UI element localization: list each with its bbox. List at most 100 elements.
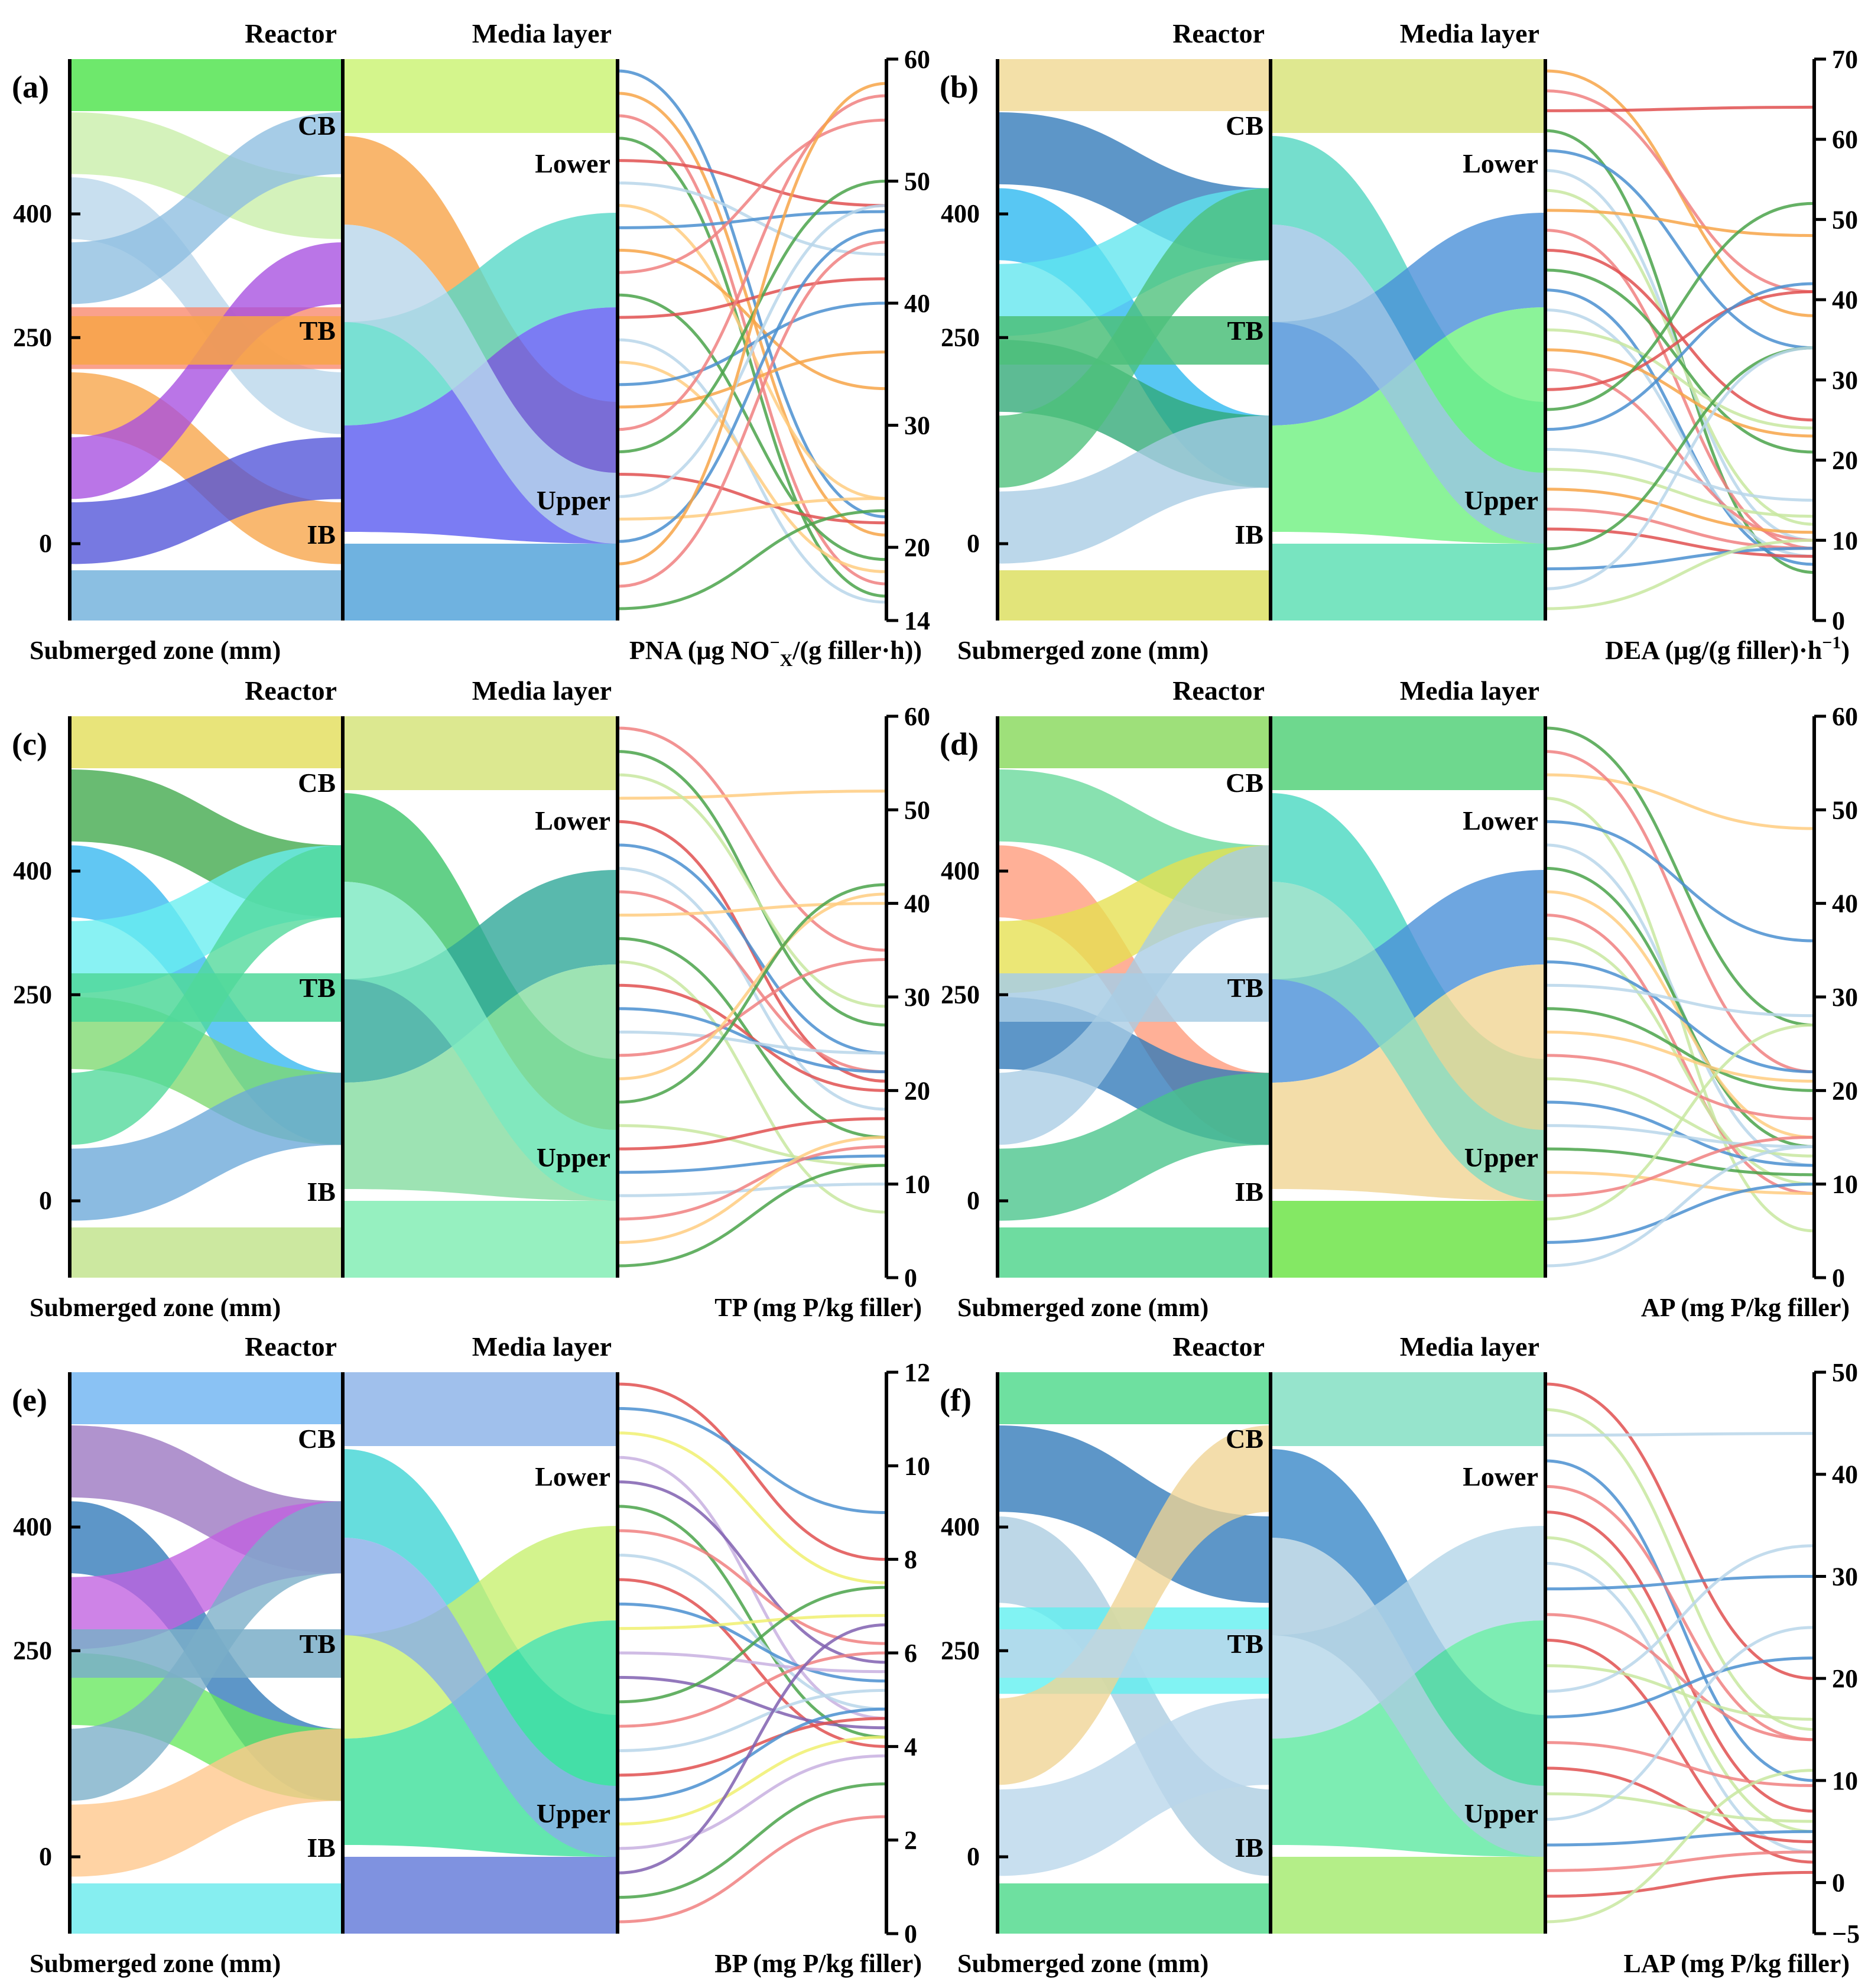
left-axis-title: Submerged zone (mm) xyxy=(957,1293,1208,1322)
right-axis-title: BP (mg P/kg filler) xyxy=(714,1949,922,1978)
reactor-label: TB xyxy=(300,1629,336,1659)
reactor-label: IB xyxy=(1234,1833,1263,1863)
right-tick-label: 20 xyxy=(1832,1076,1858,1105)
panel-label: (b) xyxy=(940,69,979,105)
value-line xyxy=(1545,914,1815,1195)
value-line xyxy=(617,960,887,1214)
value-line xyxy=(617,1030,887,1055)
value-line xyxy=(1545,488,1815,534)
header-reactor: Reactor xyxy=(1172,18,1265,48)
value-line xyxy=(617,137,887,598)
value-line xyxy=(617,1651,887,1674)
header-reactor: Reactor xyxy=(1172,675,1265,706)
value-line xyxy=(617,1623,887,1875)
left-axis-title: Submerged zone (mm) xyxy=(30,636,281,665)
tb-band xyxy=(70,973,343,1022)
right-tick-label: 30 xyxy=(1832,366,1858,395)
media-ribbon xyxy=(1271,870,1545,1083)
panel-label: (f) xyxy=(940,1382,972,1418)
left-tick-label: 250 xyxy=(941,323,980,352)
value-line xyxy=(617,1382,887,1561)
header-reactor: Reactor xyxy=(245,1331,337,1362)
left-axis-title: Submerged zone (mm) xyxy=(957,1949,1208,1978)
left-tick-label: 250 xyxy=(941,980,980,1009)
right-tick-label: 60 xyxy=(904,45,930,74)
top-block xyxy=(998,59,1271,111)
media-ribbon xyxy=(343,225,618,544)
value-line xyxy=(1545,1183,1815,1244)
right-axis-title-sup: −1 xyxy=(1822,633,1841,652)
right-tick-label: 6 xyxy=(904,1639,917,1668)
media-label: Upper xyxy=(537,485,610,515)
media-label: Upper xyxy=(537,1142,610,1172)
value-line xyxy=(1545,773,1815,830)
left-tick-label: 250 xyxy=(13,1636,52,1665)
value-line xyxy=(1545,328,1815,430)
media-label: Lower xyxy=(535,805,610,836)
value-line xyxy=(1545,308,1815,558)
reactor-ribbon xyxy=(70,1073,343,1221)
right-tick-label: 60 xyxy=(1832,125,1858,154)
bottom-block xyxy=(70,570,343,621)
reactor-label: TB xyxy=(1227,973,1263,1003)
left-tick-label: 400 xyxy=(941,199,980,228)
value-line xyxy=(617,82,887,566)
value-line xyxy=(617,843,887,1055)
panel-label: (d) xyxy=(940,726,979,762)
value-line xyxy=(1545,1769,1815,1924)
header-media: Media layer xyxy=(472,18,612,48)
reactor-label: CB xyxy=(298,1424,336,1454)
right-tick-label: 2 xyxy=(904,1826,917,1855)
value-line xyxy=(1545,866,1815,1148)
value-line xyxy=(617,118,887,274)
right-tick-label: 4 xyxy=(904,1732,917,1761)
media-bottom-block xyxy=(1271,544,1545,621)
panel-e: 400 250 0 12 10 8 6 4 2 0 CB TB IB Lower Upper Reactor M… xyxy=(12,1331,930,1978)
value-line xyxy=(617,1406,887,1514)
tb-band xyxy=(70,1629,343,1678)
media-ribbon xyxy=(1271,882,1545,1201)
right-axis-title-main: TP (mg P/kg filler) xyxy=(714,1293,922,1322)
value-line xyxy=(617,69,887,518)
value-line xyxy=(1545,1171,1815,1195)
reactor-label: TB xyxy=(1227,1629,1263,1659)
value-line xyxy=(1545,1766,1815,1844)
value-line xyxy=(1545,1626,1815,1821)
reactor-label: IB xyxy=(307,519,336,550)
reactor-ribbon xyxy=(998,1425,1271,1603)
right-tick-label: 40 xyxy=(904,289,930,318)
left-tick-label: 0 xyxy=(967,1842,980,1871)
reactor-ribbon xyxy=(998,415,1271,564)
value-line xyxy=(617,1707,887,1801)
value-line xyxy=(617,94,887,431)
value-line xyxy=(1545,1870,1815,1898)
media-top-block xyxy=(343,716,618,790)
reactor-ribbon xyxy=(998,1425,1271,1785)
value-line xyxy=(617,726,887,952)
media-ribbon xyxy=(343,1526,618,1739)
right-tick-label: 50 xyxy=(1832,795,1858,824)
right-tick-label: 20 xyxy=(1832,446,1858,475)
value-line xyxy=(617,890,887,1074)
value-line xyxy=(1545,1054,1815,1120)
right-tick-label: 40 xyxy=(904,889,930,918)
header-media: Media layer xyxy=(1400,675,1539,706)
right-tick-label: 40 xyxy=(1832,285,1858,314)
right-axis-title: PNA (μg NO−X/(g filler·h)) xyxy=(629,633,922,670)
top-block xyxy=(998,1372,1271,1424)
value-line xyxy=(617,1164,887,1268)
header-media: Media layer xyxy=(472,675,612,706)
panel-label: (c) xyxy=(12,726,47,762)
right-tick-label: 30 xyxy=(1832,1562,1858,1591)
right-tick-label: 10 xyxy=(1832,1170,1858,1199)
right-tick-label: 40 xyxy=(1832,1460,1858,1489)
media-ribbon xyxy=(1271,1526,1545,1739)
left-tick-label: 0 xyxy=(967,529,980,558)
panel-d: 400 250 0 60 50 40 30 20 10 0 CB TB IB Lower Upper Reac… xyxy=(940,675,1858,1322)
right-tick-label: 0 xyxy=(1832,606,1845,635)
value-line xyxy=(617,1136,887,1244)
value-line xyxy=(1545,1741,1815,1788)
value-line xyxy=(1545,1664,1815,1721)
right-tick-label: 30 xyxy=(904,983,930,1012)
header-reactor: Reactor xyxy=(245,675,337,706)
